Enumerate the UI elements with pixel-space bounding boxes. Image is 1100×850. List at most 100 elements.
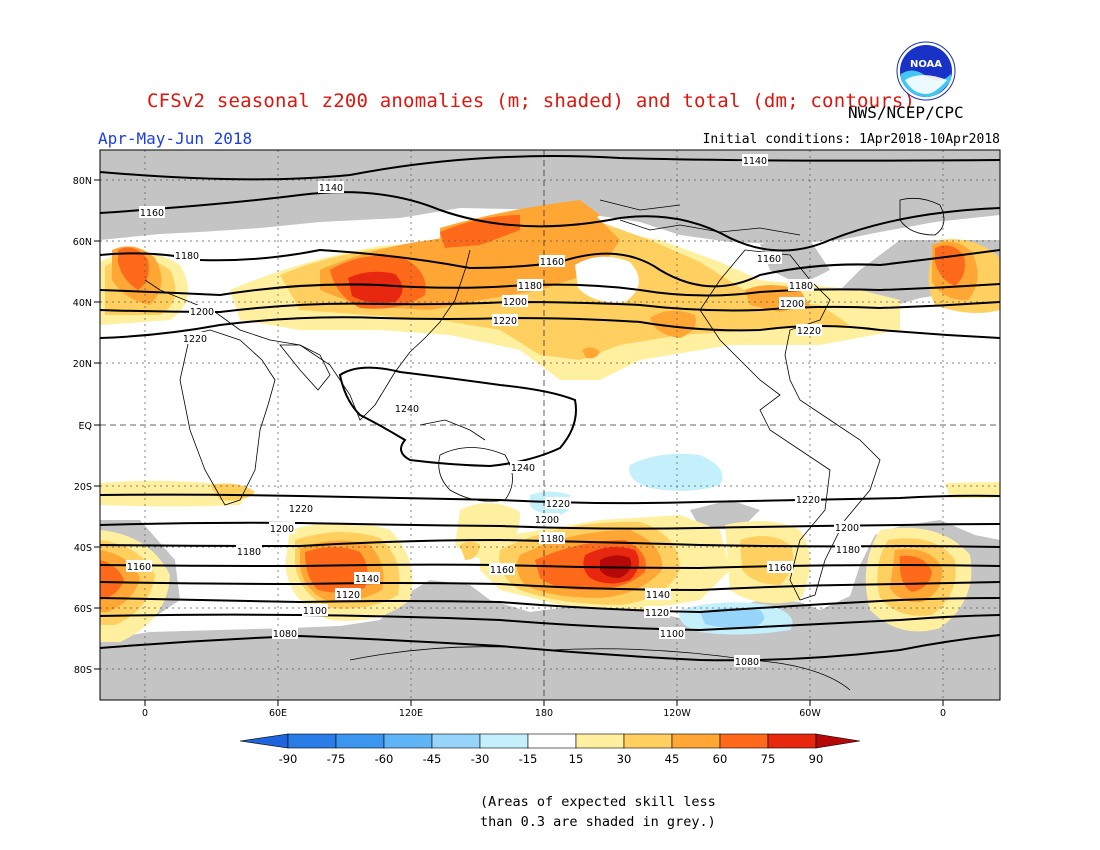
contour-label: 1080 <box>272 627 298 640</box>
svg-text:1200: 1200 <box>780 299 804 310</box>
lon-label: 60W <box>799 708 821 719</box>
lon-label: 0 <box>142 708 148 719</box>
contour-label: 1080 <box>734 655 760 668</box>
contour-label: 1160 <box>756 252 782 265</box>
lon-label: 60E <box>269 708 287 719</box>
contour-label: 1200 <box>189 305 215 318</box>
colorbar-swatch-1 <box>287 733 337 749</box>
colorbar-swatch-3 <box>383 733 433 749</box>
contour-label: 1180 <box>174 249 200 262</box>
colorbar-swatch-11 <box>767 733 817 749</box>
lon-label: 120E <box>399 708 423 719</box>
svg-text:1180: 1180 <box>540 534 564 545</box>
colorbar-label: 75 <box>761 752 776 766</box>
contour-label: 1180 <box>539 532 565 545</box>
contour-label: 1180 <box>236 545 262 558</box>
lat-label: 20N <box>73 359 92 370</box>
contour-label: 1120 <box>335 588 361 601</box>
colorbar-swatch-0 <box>239 733 289 749</box>
colorbar-swatch-12 <box>815 733 861 749</box>
svg-text:1200: 1200 <box>190 307 214 318</box>
colorbar-swatch-6 <box>527 733 577 749</box>
svg-text:1180: 1180 <box>836 545 860 556</box>
contour-label: 1120 <box>644 606 670 619</box>
colorbar-swatch-5 <box>479 733 529 749</box>
contour-label: 1160 <box>139 206 165 219</box>
logo-text: NOAA <box>910 59 942 70</box>
contour-label: 1140 <box>742 154 768 167</box>
equator-dateline <box>100 150 1000 700</box>
colorbar-label: 15 <box>569 752 584 766</box>
svg-text:1160: 1160 <box>768 563 792 574</box>
contour-label: 1160 <box>126 560 152 573</box>
svg-text:1200: 1200 <box>835 523 859 534</box>
svg-text:1140: 1140 <box>355 574 379 585</box>
contour-label: 1180 <box>788 279 814 292</box>
svg-text:1200: 1200 <box>270 524 294 535</box>
svg-text:1200: 1200 <box>503 297 527 308</box>
longitude-axis: 0 60E 120E 180 120W 60W 0 <box>142 700 946 719</box>
svg-text:1220: 1220 <box>289 504 313 515</box>
colorbar-swatch-4 <box>431 733 481 749</box>
svg-text:1140: 1140 <box>646 590 670 601</box>
contour-label: 1220 <box>796 324 822 337</box>
svg-text:1220: 1220 <box>546 499 570 510</box>
svg-text:1180: 1180 <box>518 281 542 292</box>
skill-legend-note: (Areas of expected skill less than 0.3 a… <box>480 792 716 832</box>
contour-label-group: 1140 1140 1160 1160 1160 1180 1180 1180 … <box>126 154 861 668</box>
contour-label: 1140 <box>318 181 344 194</box>
lat-label: 60N <box>73 237 92 248</box>
map-plot-area: 1140 1140 1160 1160 1160 1180 1180 1180 … <box>100 150 1000 700</box>
contour-label: 1140 <box>645 588 671 601</box>
contour-label: 1220 <box>288 502 314 515</box>
map-figure: 1140 1140 1160 1160 1160 1180 1180 1180 … <box>73 149 1001 766</box>
colorbar-label: -15 <box>519 752 538 766</box>
colorbar-swatch-10 <box>719 733 769 749</box>
svg-text:1180: 1180 <box>237 547 261 558</box>
agency-label: NWS/NCEP/CPC <box>848 103 964 122</box>
svg-text:1100: 1100 <box>660 629 684 640</box>
svg-text:1200: 1200 <box>535 515 559 526</box>
svg-text:1160: 1160 <box>127 562 151 573</box>
svg-text:1220: 1220 <box>797 326 821 337</box>
lat-label: 40S <box>74 543 92 554</box>
season-label: Apr-May-Jun 2018 <box>98 129 253 148</box>
svg-text:1240: 1240 <box>511 463 535 474</box>
svg-text:1240: 1240 <box>395 404 419 415</box>
colorbar-label: -45 <box>423 752 442 766</box>
colorbar-swatch-8 <box>623 733 673 749</box>
initial-conditions-label: Initial conditions: 1Apr2018-10Apr2018 <box>702 132 1000 147</box>
svg-text:1120: 1120 <box>336 590 360 601</box>
contour-label: 1200 <box>834 521 860 534</box>
svg-text:1080: 1080 <box>273 629 297 640</box>
lat-label: 20S <box>74 482 92 493</box>
lat-label: 80N <box>73 176 92 187</box>
colorbar-label: -60 <box>375 752 394 766</box>
svg-text:1120: 1120 <box>645 608 669 619</box>
lon-label: 180 <box>535 708 553 719</box>
svg-text:1180: 1180 <box>789 281 813 292</box>
svg-text:1140: 1140 <box>743 156 767 167</box>
colorbar-label: -30 <box>471 752 490 766</box>
colorbar-labels: -90 -75 -60 -45 -30 -15 15 30 45 60 75 9… <box>279 752 824 766</box>
lat-label: 80S <box>74 665 92 676</box>
skill-note-line: than 0.3 are shaded in grey.) <box>480 814 716 830</box>
svg-text:1160: 1160 <box>490 565 514 576</box>
colorbar-label: 45 <box>665 752 680 766</box>
contour-label: 1160 <box>767 561 793 574</box>
colorbar-label: -90 <box>279 752 298 766</box>
colorbar-label: 60 <box>713 752 728 766</box>
contour-label: 1200 <box>534 513 560 526</box>
svg-text:1140: 1140 <box>319 183 343 194</box>
lat-label: 40N <box>73 298 92 309</box>
contour-label: 1200 <box>502 295 528 308</box>
contour-label: 1140 <box>354 572 380 585</box>
contour-label: 1100 <box>302 604 328 617</box>
contour-label: 1200 <box>269 522 295 535</box>
latitude-axis: 80N 60N 40N 20N EQ 20S 40S 60S 80S <box>73 176 100 676</box>
colorbar <box>239 733 861 749</box>
contour-label: 1180 <box>517 279 543 292</box>
contour-label: 1200 <box>779 297 805 310</box>
lat-label: 60S <box>74 604 92 615</box>
contour-label: 1220 <box>182 332 208 345</box>
